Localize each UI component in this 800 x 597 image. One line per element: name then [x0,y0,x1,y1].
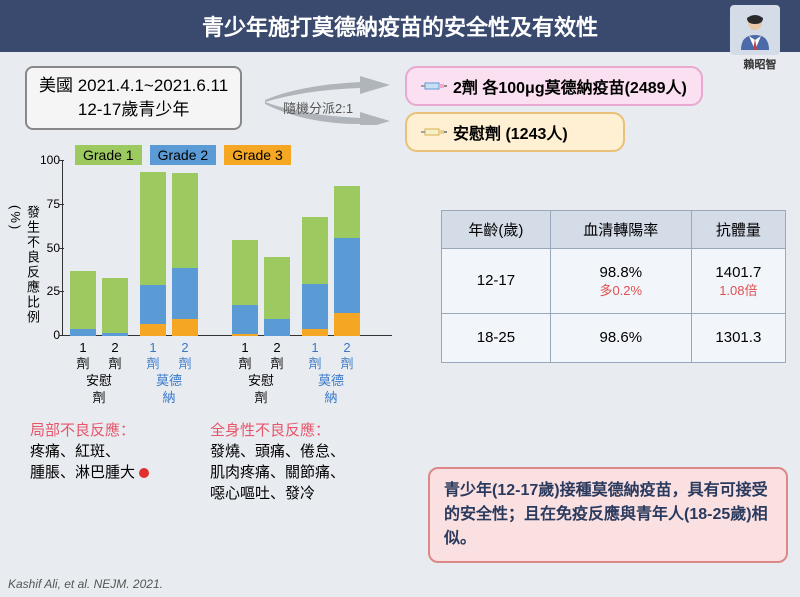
syringe-icon [421,79,447,93]
table-row: 18-2598.6%1301.3 [442,314,786,363]
bar [232,240,258,336]
th-ab: 抗體量 [691,211,785,249]
person-icon [735,10,775,50]
chart-legend: Grade 1 Grade 2 Grade 3 [75,145,291,165]
systemic-body: 發燒、頭痛、倦怠、肌肉疼痛、關節痛、噁心嘔吐、發冷 [210,443,345,502]
title-bar: 青少年施打莫德納疫苗的安全性及有效性 賴昭智 [0,0,800,52]
placebo-arm: 安慰劑 (1243人) [405,112,625,152]
group-label: 安慰劑 [70,373,128,407]
systemic-reactions: 全身性不良反應： 發燒、頭痛、倦怠、肌肉疼痛、關節痛、噁心嘔吐、發冷 [210,420,345,504]
author-avatar [730,5,780,55]
y-axis-label: 發生不良反應比例 (%) [8,205,42,325]
y-tick: 50 [34,241,60,255]
randomization-label: 隨機分派2:1 [283,98,353,117]
source-box: 美國 2021.4.1~2021.6.11 12-17歲青少年 [25,66,242,130]
group-label: 莫德納 [302,373,360,407]
adverse-events-chart: Grade 1 Grade 2 Grade 3 發生不良反應比例 (%) 025… [10,155,395,435]
y-tick: 75 [34,197,60,211]
author-box: 賴昭智 [730,5,790,73]
x-label: 2劑 [334,340,360,371]
bar [172,173,198,336]
x-label: 1劑 [232,340,258,371]
systemic-heading: 全身性不良反應： [210,422,330,439]
bar [70,271,96,336]
bar [140,172,166,337]
x-label: 1劑 [70,340,96,371]
local-heading: 局部不良反應： [30,422,135,439]
marker-dot [139,468,149,478]
y-tick: 100 [34,153,60,167]
immunogenicity-table: 年齡(歲) 血清轉陽率 抗體量 12-1798.8%多0.2%1401.71.0… [441,210,786,363]
local-reactions: 局部不良反應： 疼痛、紅斑、腫脹、淋巴腫大 [30,420,149,483]
page-title: 青少年施打莫德納疫苗的安全性及有效性 [202,15,598,40]
syringe-icon [421,125,447,139]
vaccine-arm: 2劑 各100μg莫德納疫苗(2489人) [405,66,703,106]
y-tick: 0 [34,328,60,342]
local-body: 疼痛、紅斑、腫脹、淋巴腫大 [30,443,135,481]
legend-grade2: Grade 2 [150,145,217,165]
author-name: 賴昭智 [730,55,790,73]
th-age: 年齡(歲) [442,211,551,249]
legend-grade3: Grade 3 [224,145,291,165]
x-label: 1劑 [302,340,328,371]
bar [102,278,128,336]
conclusion-box: 青少年(12-17歲)接種莫德納疫苗，具有可接受的安全性；且在免疫反應與青年人(… [428,467,788,563]
x-label: 2劑 [102,340,128,371]
group-label: 莫德納 [140,373,198,407]
source-line2: 12-17歲青少年 [39,98,228,122]
source-line1: 美國 2021.4.1~2021.6.11 [39,74,228,98]
x-label: 1劑 [140,340,166,371]
bar [334,186,360,337]
placebo-label: 安慰劑 (1243人) [453,120,568,144]
vaccine-label: 2劑 各100μg莫德納疫苗(2489人) [453,74,687,98]
table-row: 12-1798.8%多0.2%1401.71.08倍 [442,249,786,314]
legend-grade1: Grade 1 [75,145,142,165]
th-sero: 血清轉陽率 [550,211,691,249]
group-label: 安慰劑 [232,373,290,407]
citation: Kashif Ali, et al. NEJM. 2021. [8,577,163,591]
y-tick: 25 [34,284,60,298]
x-label: 2劑 [264,340,290,371]
bar [302,217,328,336]
x-label: 2劑 [172,340,198,371]
bar [264,257,290,336]
